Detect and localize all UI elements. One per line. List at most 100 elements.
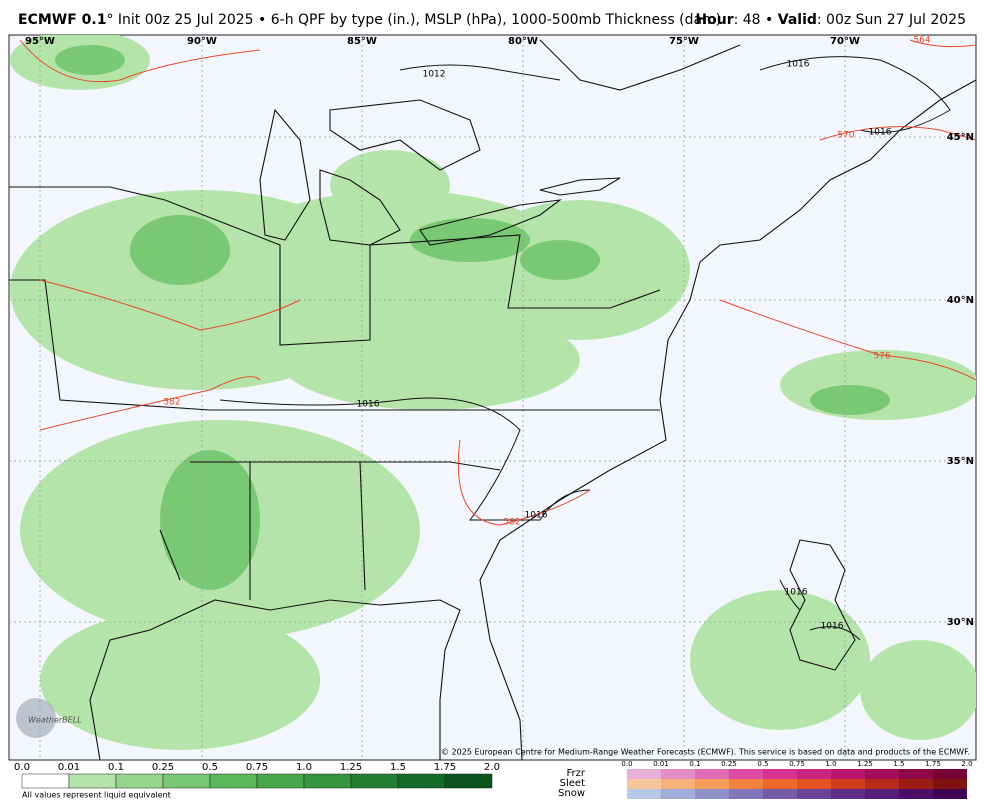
hour-label: Hour [695,12,733,28]
graticule [9,35,976,760]
isobar-label: 1016 [869,128,892,138]
ptype-tick-label: 0.5 [757,760,768,768]
ptype-swatch [695,779,729,789]
isobar-label: 1016 [357,400,380,410]
rain-swatch [68,773,117,789]
ptype-label: Frzr [567,768,586,779]
coastlines [9,39,976,760]
valid-time: Hour: 48 • Valid: 00z Sun 27 Jul 2025 [695,12,966,28]
ptype-tick-label: 1.75 [925,760,941,768]
thickness [19,39,976,526]
credit: © 2025 European Centre for Medium-Range … [441,748,970,757]
thickness-label: 582 [163,398,180,408]
rain-swatch [256,773,305,789]
longitude-label: 90°W [187,36,217,47]
thickness-label: 582 [503,518,520,528]
ptype-swatch [763,789,797,799]
isobars [219,56,951,641]
ptype-swatch [661,789,695,799]
ptype-swatch [865,789,899,799]
rain-swatch [21,773,70,789]
map-labels: 95°W 90°W 85°W 80°W 75°W 70°W 45°N 40°N 35°N 30°N… [25,36,974,632]
ptype-swatch [695,789,729,799]
ptype-swatch [729,779,763,789]
ptype-tick-label: 0.1 [689,760,700,768]
ptype-label: Snow [558,788,585,799]
rain-tick-label: 1.0 [296,762,312,773]
ptype-swatch [831,789,865,799]
valid: : 00z Sun 27 Jul 2025 [817,12,966,28]
isobar-label: 1016 [787,60,810,70]
ptype-swatch [899,789,933,799]
rain-tick-label: 0.5 [202,762,218,773]
longitude-label: 95°W [25,36,55,47]
latitude-label: 40°N [947,295,974,306]
rain-swatch [115,773,164,789]
longitude-label: 80°W [508,36,538,47]
ptype-swatch [627,779,661,789]
model: ECMWF 0.1 [18,12,106,28]
ptype-swatch [763,779,797,789]
ptype-swatch [627,789,661,799]
longitude-label: 70°W [830,36,860,47]
rain-swatch [350,773,399,789]
ptype-swatch [797,779,831,789]
map: 95°W 90°W 85°W 80°W 75°W 70°W 45°N 40°N 35°N 30°N… [8,34,977,761]
rain-swatch [162,773,211,789]
rain-tick-label: 0.75 [246,762,268,773]
rain-tick-label: 0.0 [14,762,30,773]
thickness-label: 570 [837,131,854,141]
rain-tick-label: 0.1 [108,762,124,773]
valid-label: Valid [778,12,817,28]
ptype-swatch [865,769,899,779]
rain-swatch [303,773,352,789]
ptype-swatch [865,779,899,789]
ptype-swatch [899,769,933,779]
hour: : 48 • [734,12,778,28]
precip-moderate [55,45,890,590]
rain-tick-label: 1.25 [340,762,362,773]
thickness-label: 576 [873,352,890,362]
rain-tick-label: 0.01 [58,762,80,773]
legend: All values represent liquid equivalent 0… [14,760,973,800]
description: ° Init 00z 25 Jul 2025 • 6-h QPF by type… [106,12,721,28]
ptype-swatch [627,769,661,779]
ptype-swatch [763,769,797,779]
ptype-swatch [729,789,763,799]
title: ECMWF 0.1° Init 00z 25 Jul 2025 • 6-h QP… [18,12,721,28]
ptype-tick-label: 1.25 [857,760,873,768]
legend-note: All values represent liquid equivalent [22,791,171,800]
ptype-swatch [831,779,865,789]
isobar-label: 1012 [423,70,446,80]
logo-text: WeatherBELL [28,716,82,725]
ptype-tick-label: 1.0 [825,760,836,768]
rain-swatch [209,773,258,789]
ptype-tick-label: 1.5 [893,760,904,768]
ptype-swatch [831,769,865,779]
ptype-swatch [933,769,967,779]
isobar-label: 1016 [785,588,808,598]
longitude-label: 75°W [669,36,699,47]
latitude-label: 30°N [947,617,974,628]
ptype-tick-label: 0.0 [621,760,632,768]
longitude-label: 85°W [347,36,377,47]
isobar-label: 1016 [525,511,548,521]
rain-tick-label: 1.5 [390,762,406,773]
rain-swatch [444,773,493,789]
ptype-swatch [661,779,695,789]
ptype-tick-label: 0.25 [721,760,737,768]
ptype-swatch [729,769,763,779]
ptype-tick-label: 0.75 [789,760,805,768]
thickness-label: 564 [913,36,930,46]
ptype-swatch [933,789,967,799]
ptype-swatch [899,779,933,789]
ptype-swatch [797,789,831,799]
ptype-swatch [797,769,831,779]
rain-tick-label: 2.0 [484,762,500,773]
ptype-swatch [695,769,729,779]
latitude-label: 45°N [947,132,974,143]
latitude-label: 35°N [947,456,974,467]
ptype-swatch [933,779,967,789]
ptype-tick-label: 0.01 [653,760,669,768]
